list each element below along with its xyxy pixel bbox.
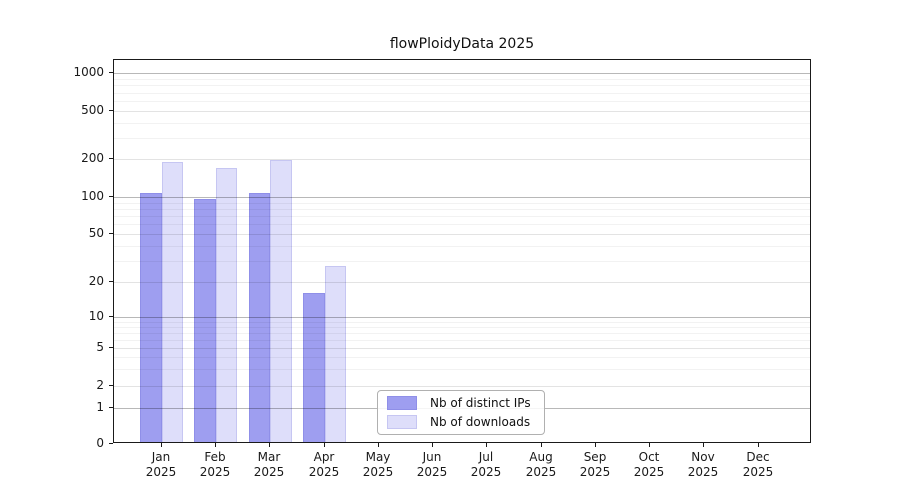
x-tick-year: 2025	[525, 465, 557, 479]
x-tick-year: 2025	[145, 465, 177, 479]
x-tick-month: Jan	[151, 450, 171, 464]
x-tick-month: May	[365, 450, 391, 464]
x-tick-month: Apr	[313, 450, 335, 464]
x-tick-month: Jul	[478, 450, 494, 464]
x-axis-tick-label: Jun 2025	[400, 450, 464, 480]
y-axis-tickmark	[109, 347, 113, 348]
x-tick-month: Sep	[583, 450, 607, 464]
bar-downloads-apr	[324, 266, 346, 442]
x-axis-tickmark	[215, 443, 216, 447]
legend-swatch-downloads-icon	[387, 415, 417, 429]
x-tick-month: Dec	[746, 450, 770, 464]
x-axis-tickmark	[595, 443, 596, 447]
y-axis-tick-label: 10	[88, 309, 104, 323]
gridline-major	[114, 159, 810, 160]
y-axis-tickmark	[109, 281, 113, 282]
chart-title: flowPloidyData 2025	[389, 36, 535, 52]
x-axis-tickmark	[541, 443, 542, 447]
bar-downloads-feb	[215, 167, 238, 442]
x-axis-tick-label: Nov 2025	[671, 450, 735, 480]
y-axis-tick-label: 1	[96, 400, 104, 414]
x-tick-month: Aug	[529, 450, 553, 464]
gridline-major	[114, 111, 810, 112]
x-axis-tick-label: Apr 2025	[292, 450, 356, 480]
bar-distinct-ips-mar	[248, 193, 271, 442]
x-tick-year: 2025	[687, 465, 719, 479]
legend-label-distinct-ips: Nb of distinct IPs	[430, 396, 531, 410]
gridline-minor	[114, 138, 810, 139]
y-axis-tick-label: 5	[96, 340, 104, 354]
y-axis-tickmark	[109, 385, 113, 386]
x-tick-year: 2025	[633, 465, 665, 479]
x-tick-month: Nov	[691, 450, 715, 464]
y-axis-tickmark	[109, 407, 113, 408]
x-tick-month: Feb	[204, 450, 226, 464]
x-axis-tickmark	[161, 443, 162, 447]
y-axis-tick-label: 50	[88, 226, 104, 240]
x-axis-tick-label: Jan 2025	[129, 450, 193, 480]
legend: Nb of distinct IPs Nb of downloads	[377, 390, 545, 435]
bar-downloads-mar	[270, 159, 292, 442]
x-tick-month: Mar	[257, 450, 281, 464]
x-axis-tick-label: Feb 2025	[183, 450, 247, 480]
y-axis-tickmark	[109, 110, 113, 111]
legend-item-distinct-ips: Nb of distinct IPs	[387, 396, 535, 410]
x-tick-year: 2025	[308, 465, 340, 479]
x-tick-month: Oct	[638, 450, 660, 464]
x-tick-year: 2025	[253, 465, 285, 479]
gridline-minor	[114, 123, 810, 124]
x-axis-tick-label: Jul 2025	[454, 450, 518, 480]
plot-area	[113, 59, 811, 443]
y-axis-tick-label: 20	[88, 274, 104, 288]
bar-downloads-jan	[161, 161, 184, 442]
x-axis-tickmark	[486, 443, 487, 447]
y-axis-tick-label: 0	[96, 436, 104, 450]
x-axis-tickmark	[703, 443, 704, 447]
x-axis-tickmark	[649, 443, 650, 447]
legend-item-downloads: Nb of downloads	[387, 415, 535, 429]
x-tick-year: 2025	[199, 465, 231, 479]
x-axis-tickmark	[378, 443, 379, 447]
x-axis-tick-label: Sep 2025	[563, 450, 627, 480]
x-tick-year: 2025	[742, 465, 774, 479]
bar-distinct-ips-apr	[303, 293, 325, 442]
bar-distinct-ips-jan	[140, 193, 162, 442]
x-tick-year: 2025	[579, 465, 611, 479]
legend-label-downloads: Nb of downloads	[430, 415, 531, 429]
gridline-minor	[114, 79, 810, 80]
x-axis-tick-label: Dec 2025	[726, 450, 790, 480]
y-axis-tickmark	[109, 72, 113, 73]
gridline-major	[114, 73, 810, 74]
gridline-minor	[114, 93, 810, 94]
x-tick-year: 2025	[362, 465, 394, 479]
y-axis-tickmark	[109, 316, 113, 317]
y-axis-tickmark	[109, 233, 113, 234]
legend-swatch-distinct-ips-icon	[387, 396, 417, 410]
x-axis-tick-label: Oct 2025	[617, 450, 681, 480]
x-tick-year: 2025	[470, 465, 502, 479]
x-tick-year: 2025	[416, 465, 448, 479]
gridline-minor	[114, 85, 810, 86]
x-axis-tick-label: Aug 2025	[509, 450, 573, 480]
y-axis-tick-label: 500	[81, 103, 104, 117]
y-axis-tick-label: 100	[81, 189, 104, 203]
x-axis-tick-label: Mar 2025	[237, 450, 301, 480]
x-axis-tickmark	[269, 443, 270, 447]
x-axis-tickmark	[324, 443, 325, 447]
x-tick-month: Jun	[422, 450, 442, 464]
x-axis-tickmark	[432, 443, 433, 447]
y-axis-tick-label: 2	[96, 378, 104, 392]
bar-distinct-ips-feb	[194, 199, 216, 442]
y-axis-tick-label: 1000	[73, 65, 104, 79]
y-axis-tickmark	[109, 158, 113, 159]
x-axis-tick-label: May 2025	[346, 450, 410, 480]
y-axis-tickmark	[109, 443, 113, 444]
x-axis-tickmark	[758, 443, 759, 447]
y-axis-tick-label: 200	[81, 151, 104, 165]
y-axis-tickmark	[109, 196, 113, 197]
gridline-minor	[114, 101, 810, 102]
